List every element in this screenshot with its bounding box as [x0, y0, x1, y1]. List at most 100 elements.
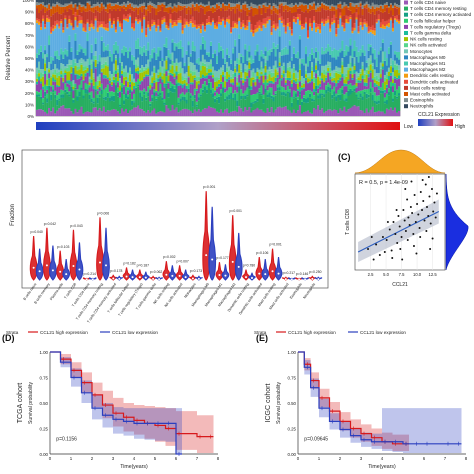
stacked-bar-segment	[298, 24, 302, 36]
stacked-bar-segment	[127, 77, 130, 82]
violin-median-dot	[85, 278, 88, 281]
stacked-bar-segment	[86, 0, 89, 2]
stacked-bar-segment	[173, 11, 176, 21]
stacked-bar-segment	[108, 18, 111, 22]
violin-median-dot	[251, 276, 253, 279]
stacked-bar-segment	[54, 69, 57, 75]
stacked-bar-segment	[120, 6, 124, 9]
stacked-bar-segment	[163, 46, 166, 61]
stacked-bar-segment	[282, 92, 285, 96]
stacked-bar-segment	[44, 54, 47, 60]
stacked-bar-segment	[264, 79, 267, 89]
stacked-bar-segment	[137, 7, 140, 15]
stacked-bar-segment	[294, 81, 298, 84]
stacked-bar-segment	[80, 80, 83, 88]
legend-label: Macrophages M0	[410, 55, 446, 60]
stacked-bar-segment	[363, 78, 366, 83]
stacked-bar-segment	[234, 90, 237, 94]
stacked-bar-segment	[135, 40, 138, 49]
stacked-bar-segment	[317, 85, 320, 89]
stacked-bar-segment	[54, 74, 57, 80]
stacked-bar-segment	[167, 0, 170, 5]
stacked-bar-segment	[149, 106, 152, 113]
stacked-bar-segment	[391, 5, 395, 8]
stacked-bar-segment	[149, 4, 152, 13]
stacked-bar-segment	[122, 77, 126, 85]
stacked-bar-segment	[252, 110, 255, 116]
stacked-bar-segment	[211, 6, 215, 13]
stacked-bar-segment	[280, 92, 283, 96]
stacked-bar-segment	[284, 90, 287, 94]
stacked-bar-segment	[363, 55, 366, 71]
panel-a-ytick-label: 90%	[25, 10, 34, 15]
stacked-bar-segment	[302, 5, 306, 13]
stacked-bar-segment	[292, 0, 295, 5]
stacked-bar-segment	[290, 83, 293, 88]
stacked-bar-segment	[207, 1, 211, 6]
stacked-bar-segment	[266, 79, 269, 83]
violin-pvalue: p=0.182	[123, 261, 135, 265]
stacked-bar-segment	[205, 23, 209, 25]
stacked-bar-segment	[104, 24, 107, 28]
stacked-bar-segment	[74, 89, 77, 109]
stacked-bar-segment	[313, 95, 316, 100]
stacked-bar-segment	[327, 16, 330, 20]
stacked-bar-segment	[300, 26, 304, 30]
stacked-bar-segment	[203, 108, 207, 116]
stacked-bar-segment	[72, 113, 75, 116]
stacked-bar-segment	[102, 42, 105, 52]
stacked-bar-segment	[153, 72, 156, 81]
stacked-bar-segment	[298, 14, 302, 21]
stacked-bar-segment	[88, 0, 91, 2]
stacked-bar-segment	[393, 19, 397, 52]
stacked-bar-segment	[341, 40, 344, 51]
stacked-bar-segment	[120, 92, 124, 109]
stacked-bar-segment	[230, 70, 233, 77]
stacked-bar-segment	[149, 12, 152, 27]
stacked-bar-segment	[298, 105, 302, 116]
stacked-bar-segment	[383, 51, 386, 61]
stacked-bar-segment	[282, 70, 285, 74]
stacked-bar-segment	[321, 47, 324, 55]
km-xtick-label: 8	[217, 456, 220, 461]
stacked-bar-segment	[309, 76, 312, 80]
stacked-bar-segment	[80, 73, 83, 77]
stacked-bar-segment	[102, 8, 105, 22]
stacked-bar-segment	[315, 85, 318, 92]
stacked-bar-segment	[268, 97, 271, 113]
stacked-bar-segment	[274, 95, 277, 110]
stacked-bar-segment	[302, 78, 306, 83]
stacked-bar-segment	[230, 98, 233, 112]
c-xtick-label: 2.5	[368, 272, 374, 277]
scatter-point	[427, 176, 430, 178]
stacked-bar-segment	[122, 2, 126, 6]
stacked-bar-segment	[122, 55, 126, 69]
stacked-bar-segment	[379, 5, 382, 12]
stacked-bar-segment	[355, 17, 358, 20]
stacked-bar-segment	[38, 96, 41, 110]
stacked-bar-segment	[169, 22, 172, 54]
stacked-bar-segment	[290, 12, 293, 30]
stacked-bar-segment	[268, 83, 271, 88]
stacked-bar-segment	[252, 7, 255, 17]
stacked-bar-segment	[96, 31, 99, 61]
stacked-bar-segment	[306, 97, 310, 103]
stacked-bar-segment	[258, 93, 261, 110]
stacked-bar-segment	[120, 83, 124, 88]
legend-swatch	[404, 67, 408, 72]
stacked-bar-segment	[175, 65, 178, 72]
stacked-bar-segment	[213, 81, 217, 91]
stacked-bar-segment	[209, 8, 213, 11]
stacked-bar-segment	[270, 34, 273, 49]
stacked-bar-segment	[264, 62, 267, 66]
stacked-bar-segment	[393, 95, 397, 108]
stacked-bar-segment	[387, 7, 391, 14]
stacked-bar-segment	[292, 16, 295, 20]
stacked-bar-segment	[98, 25, 101, 28]
km-xtick-label: 5	[402, 456, 405, 461]
stacked-bar-segment	[209, 82, 213, 90]
stacked-bar-segment	[118, 113, 122, 116]
stacked-bar-segment	[165, 83, 168, 86]
km-plot-area	[298, 352, 466, 454]
stacked-bar-segment	[258, 25, 261, 29]
